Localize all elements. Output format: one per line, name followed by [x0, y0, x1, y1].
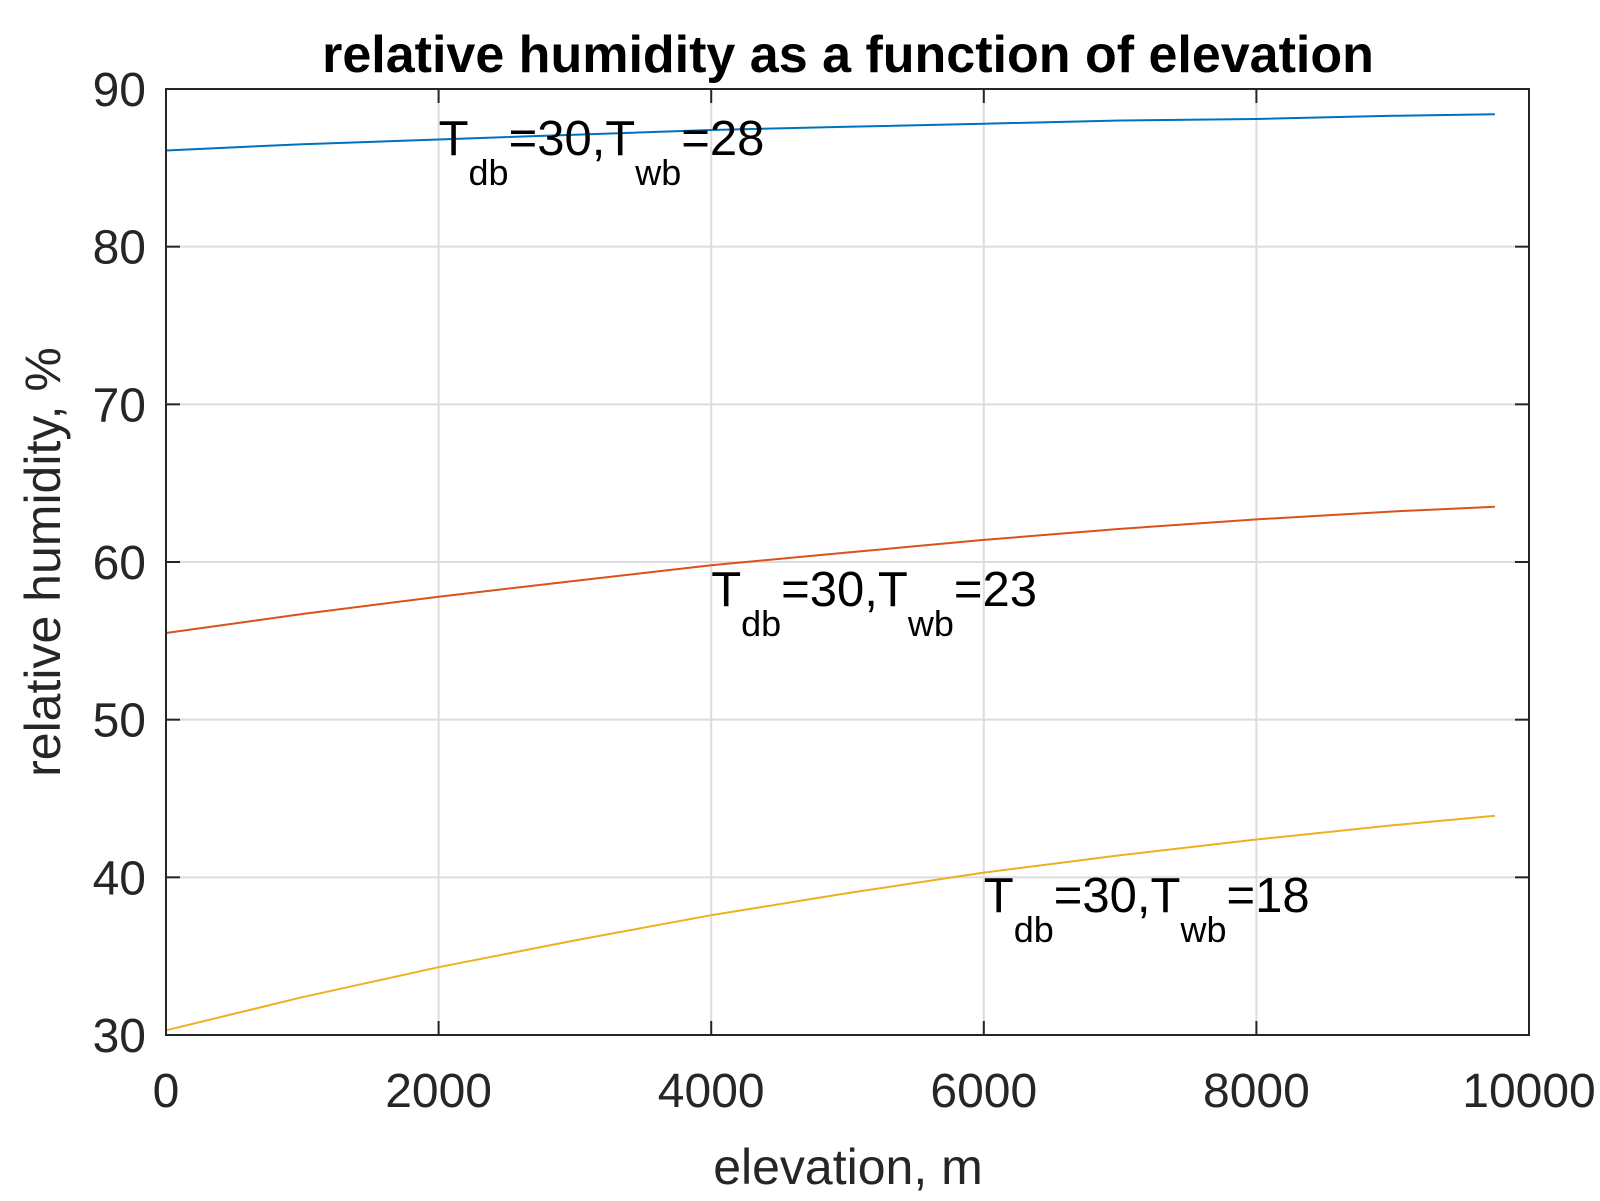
grid-lines	[166, 89, 1529, 1035]
x-tick-label: 0	[153, 1065, 180, 1118]
y-tick-label: 70	[93, 379, 146, 432]
chart-title: relative humidity as a function of eleva…	[322, 26, 1374, 84]
y-tick-label: 80	[93, 222, 146, 275]
x-axis-label: elevation, m	[713, 1139, 983, 1195]
x-tick-label: 2000	[385, 1065, 492, 1118]
y-tick-label: 90	[93, 64, 146, 117]
series-annotation-3: Tdb=30,Twb=18	[984, 869, 1310, 950]
y-tick-label: 30	[93, 1010, 146, 1063]
y-axis-label: relative humidity, %	[15, 347, 71, 777]
annotations: Tdb=30,Twb=28 Tdb=30,Twb=23 Tdb=30,Twb=18	[439, 112, 1310, 950]
y-tick-label: 60	[93, 537, 146, 590]
x-tick-label: 4000	[658, 1065, 765, 1118]
series-line-2	[165, 505, 1495, 634]
axis-ticks: 0 2000 4000 6000 8000 10000 30 40 50 60 70 80 90	[93, 64, 1596, 1118]
y-tick-label: 40	[93, 852, 146, 905]
series-line-1	[165, 113, 1495, 152]
series-annotation-2: Tdb=30,Twb=23	[711, 563, 1037, 644]
series-annotation-1: Tdb=30,Twb=28	[439, 112, 765, 193]
y-tick-label: 50	[93, 695, 146, 748]
x-tick-label: 10000	[1462, 1065, 1595, 1118]
series-lines	[165, 113, 1495, 1032]
series-line-3	[165, 814, 1495, 1032]
x-tick-label: 6000	[930, 1065, 1037, 1118]
x-tick-label: 8000	[1203, 1065, 1310, 1118]
